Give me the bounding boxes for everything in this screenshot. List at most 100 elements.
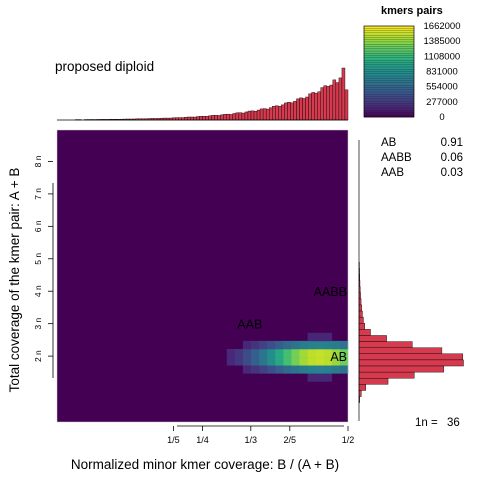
top-histogram-bar bbox=[212, 115, 215, 120]
x-tick-label: 2/5 bbox=[284, 435, 297, 445]
heatmap bbox=[57, 130, 348, 422]
top-histogram-bar bbox=[293, 101, 296, 120]
genotype-fraction: 0.91 bbox=[441, 137, 463, 149]
top-histogram-bar bbox=[333, 80, 336, 120]
top-histogram-bar bbox=[278, 106, 281, 120]
y-tick-label: 2 n bbox=[33, 350, 43, 362]
heatmap-cell bbox=[300, 341, 308, 349]
top-histogram-bar bbox=[336, 83, 339, 120]
heatmap-cell bbox=[267, 349, 275, 357]
top-histogram-bar bbox=[187, 117, 190, 120]
peak-label: AB bbox=[330, 350, 347, 364]
heatmap-cell bbox=[259, 349, 267, 357]
right-histogram-bar bbox=[359, 329, 371, 335]
y-tick-label: 8 n bbox=[33, 155, 43, 167]
top-histogram-bar bbox=[221, 115, 224, 120]
heatmap-cell bbox=[316, 333, 324, 341]
right-histogram-bar bbox=[359, 366, 444, 372]
top-histogram-bar bbox=[342, 68, 345, 120]
top-histogram-bar bbox=[260, 109, 263, 120]
top-histogram-bar bbox=[196, 117, 199, 120]
heatmap-cell bbox=[275, 341, 283, 349]
heatmap-cell bbox=[259, 357, 267, 365]
heatmap-cell bbox=[316, 349, 324, 357]
top-histogram-bar bbox=[296, 99, 299, 120]
y-tick-label: 5 n bbox=[33, 253, 43, 265]
heatmap-cell bbox=[227, 349, 235, 357]
heatmap-cell bbox=[251, 357, 259, 365]
heatmap-cell bbox=[267, 341, 275, 349]
top-histogram-bar bbox=[251, 111, 254, 120]
heatmap-cell bbox=[291, 357, 299, 365]
x-tick-label: 1/4 bbox=[196, 435, 209, 445]
top-histogram-bar bbox=[287, 102, 290, 120]
top-histogram-bar bbox=[272, 106, 275, 120]
top-histogram-bar bbox=[181, 118, 184, 120]
top-histogram-bar bbox=[248, 111, 251, 120]
heatmap-cell bbox=[243, 341, 251, 349]
top-histogram-bar bbox=[339, 78, 342, 120]
heatmap-cell bbox=[275, 365, 283, 373]
top-histogram-bar bbox=[230, 114, 233, 120]
x-tick-label: 1/2 bbox=[342, 435, 355, 445]
top-histogram-bar bbox=[327, 86, 330, 120]
colorbar-tick-label: 831000 bbox=[426, 67, 458, 78]
top-histogram-bar bbox=[269, 108, 272, 120]
heatmap-cell bbox=[291, 349, 299, 357]
heatmap-cell bbox=[308, 357, 316, 365]
right-histogram-bar bbox=[359, 384, 366, 390]
heatmap-cell bbox=[332, 341, 340, 349]
heatmap-cell bbox=[251, 365, 259, 373]
heatmap-background bbox=[57, 130, 348, 422]
heatmap-cell bbox=[243, 349, 251, 357]
top-histogram-bar bbox=[206, 116, 209, 120]
x-tick-label: 1/5 bbox=[167, 435, 180, 445]
top-histogram-bar bbox=[312, 92, 315, 120]
heatmap-cell bbox=[235, 349, 243, 357]
top-histogram-bar bbox=[324, 86, 327, 120]
heatmap-cell bbox=[251, 349, 259, 357]
genotype-fraction: 0.06 bbox=[441, 152, 463, 164]
colorbar-tick-label: 1385000 bbox=[424, 36, 461, 47]
right-histogram-bar bbox=[359, 335, 387, 341]
right-histogram-bar bbox=[359, 360, 464, 366]
colorbar-tick-label: 1108000 bbox=[424, 51, 460, 62]
heatmap-cell bbox=[291, 365, 299, 373]
top-histogram-bar bbox=[245, 112, 248, 120]
top-histogram-bar bbox=[281, 105, 284, 120]
top-histogram-bar bbox=[330, 85, 333, 120]
y-tick-label: 3 n bbox=[33, 317, 43, 329]
colorbar-tick-label: 554000 bbox=[426, 82, 458, 93]
heatmap-cell bbox=[267, 357, 275, 365]
heatmap-cell bbox=[308, 341, 316, 349]
top-histogram-bar bbox=[315, 93, 318, 120]
heatmap-cell bbox=[243, 365, 251, 373]
right-histogram-bar bbox=[359, 342, 412, 348]
heatmap-cell bbox=[300, 357, 308, 365]
y-tick-label: 7 n bbox=[33, 188, 43, 200]
top-histogram-bar bbox=[309, 94, 312, 120]
top-histogram-bar bbox=[178, 118, 181, 120]
heatmap-cell bbox=[251, 341, 259, 349]
heatmap-cell bbox=[300, 349, 308, 357]
top-histogram-bar bbox=[193, 117, 196, 120]
chart-title: proposed diploid bbox=[55, 59, 154, 74]
top-histogram-bar bbox=[233, 113, 236, 120]
right-histogram bbox=[359, 262, 464, 403]
top-histogram-bar bbox=[263, 109, 266, 120]
right-histogram-bar bbox=[359, 372, 414, 378]
top-histogram-bar bbox=[318, 92, 321, 120]
heatmap-cell bbox=[259, 365, 267, 373]
right-histogram-bar bbox=[359, 323, 365, 329]
colorbar-tick-label: 0 bbox=[439, 112, 444, 123]
heatmap-cell bbox=[283, 357, 291, 365]
y-tick-label: 4 n bbox=[33, 285, 43, 297]
heatmap-cell bbox=[283, 341, 291, 349]
right-histogram-bar bbox=[359, 305, 362, 311]
heatmap-cell bbox=[308, 333, 316, 341]
peak-label: AABB bbox=[314, 285, 347, 299]
heatmap-cell bbox=[300, 365, 308, 373]
top-histogram-bar bbox=[184, 117, 187, 120]
colorbar-tick-label: 1662000 bbox=[424, 21, 461, 32]
